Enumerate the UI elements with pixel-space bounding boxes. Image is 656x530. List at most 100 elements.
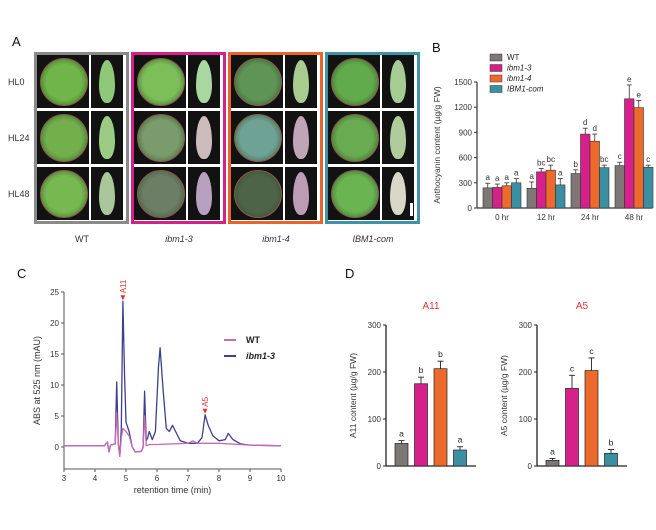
significance-letter: a — [558, 169, 563, 178]
leaf — [293, 60, 309, 103]
bar-wt — [482, 187, 493, 209]
rosette-photo — [231, 111, 283, 164]
bar-ibm1-com — [643, 166, 654, 209]
leaf — [293, 116, 309, 159]
bar-wt — [526, 187, 537, 209]
bar-ibm1-4 — [433, 368, 448, 467]
leaf-photo — [91, 111, 123, 164]
y-axis-label: Anthocyanin content (µg/g FW) — [432, 86, 442, 204]
bar-ibm1-3 — [414, 383, 428, 467]
legend-label: ibm1-3 — [246, 351, 275, 361]
trace-wt — [64, 412, 282, 457]
peak-label-a5: A5 — [201, 396, 210, 406]
row-divider — [134, 164, 223, 167]
y-tick-label: 5 — [55, 412, 60, 421]
significance-letter: d — [583, 118, 587, 127]
rosette-plant — [40, 114, 88, 162]
significance-letter: b — [574, 160, 579, 169]
legend-swatch-ibm1-4 — [489, 74, 503, 83]
peak-arrow-icon — [120, 295, 126, 301]
leaf-photo — [285, 111, 317, 164]
x-tick-label: 8 — [217, 474, 222, 483]
x-tick-label: 3 — [62, 474, 67, 483]
rosette-photo — [134, 111, 186, 164]
significance-letter: c — [589, 346, 594, 356]
x-tick-label: 12 hr — [537, 213, 556, 222]
legend-label: WT — [246, 335, 260, 345]
leaf-photo — [285, 55, 317, 108]
trace-ibm1-3 — [64, 300, 282, 457]
rosette-plant — [234, 114, 282, 162]
y-tick-label: 0 — [468, 204, 473, 213]
rosette-photo — [37, 167, 89, 220]
x-tick-label: 7 — [186, 474, 191, 483]
row-divider — [37, 164, 126, 167]
significance-letter: a — [514, 169, 519, 178]
y-tick-label: 600 — [459, 154, 473, 163]
y-tick-label: 0 — [528, 462, 533, 471]
y-tick-label: 300 — [368, 321, 382, 330]
legend-label: IBM1-com — [507, 85, 544, 94]
leaf — [99, 60, 115, 103]
row-divider — [231, 108, 320, 111]
y-tick-label: 300 — [459, 179, 473, 188]
rosette-plant — [137, 114, 185, 162]
bar-wt — [394, 443, 409, 467]
leaf-photo — [285, 167, 317, 220]
bar-ibm1-3 — [536, 171, 547, 209]
row-label-hl0: HL0 — [8, 77, 25, 87]
rosette-photo — [231, 167, 283, 220]
x-tick-label: 48 hr — [625, 213, 644, 222]
panel-label-b: B — [432, 40, 441, 55]
y-tick-label: 100 — [519, 415, 533, 424]
y-axis-label: A11 content (µg/g FW) — [348, 353, 358, 438]
y-tick-label: 1200 — [454, 103, 472, 112]
rosette-photo — [328, 167, 380, 220]
bar-ibm1-4 — [584, 370, 599, 467]
rosette-plant — [137, 58, 185, 106]
legend-label: WT — [507, 53, 520, 62]
significance-letter: c — [570, 363, 575, 373]
row-label-hl48: HL48 — [8, 189, 30, 199]
bar-ibm1-4 — [589, 140, 600, 209]
significance-letter: e — [637, 90, 642, 99]
genotype-label-wt: WT — [75, 234, 89, 244]
rosette-plant — [331, 114, 379, 162]
panel-label-a: A — [12, 34, 21, 49]
leaf-photo — [188, 167, 220, 220]
rosette-plant — [331, 58, 379, 106]
significance-letter: c — [646, 155, 650, 164]
legend-label: ibm1-4 — [507, 74, 532, 83]
significance-letter: b — [438, 349, 443, 359]
y-axis-label: ABS at 525 nm (mAU) — [32, 336, 42, 425]
leaf — [196, 116, 212, 159]
chart-hplc-chromatogram: 0 5 10 15 20 25 3 4 5 6 7 8 9 10 retention time (min) A… — [32, 279, 286, 495]
row-divider — [134, 108, 223, 111]
panel-label-c: C — [17, 266, 27, 281]
significance-letter: a — [530, 172, 535, 181]
bar-ibm1-4 — [633, 107, 644, 209]
bar-ibm1-3 — [580, 133, 591, 209]
chart-a5-content: A5 0 100 200 300 A5 content (µg/g FW) a c c b — [499, 301, 627, 471]
y-tick-label: 0 — [377, 462, 382, 471]
rosette-plant — [137, 170, 185, 218]
legend-swatch-ibm1-3 — [489, 64, 503, 72]
scale-bar — [410, 203, 413, 216]
chart-a11-content: A11 0 100 200 300 A11 content (µg/g FW) a b b a — [348, 301, 476, 471]
significance-letter: a — [399, 429, 404, 439]
bar-ibm1-4 — [545, 169, 556, 209]
legend-swatch-ibm1-com — [489, 85, 503, 93]
genotype-label-ibm1-com: IBM1-com — [352, 234, 394, 244]
leaf-photo — [382, 111, 414, 164]
y-tick-label: 100 — [368, 415, 382, 424]
peak-arrow-icon — [202, 408, 208, 414]
bar-ibm1-3 — [624, 98, 635, 209]
x-tick-label: 6 — [155, 474, 160, 483]
leaf-photo — [382, 167, 414, 220]
bar-ibm1-com — [604, 452, 618, 467]
y-tick-label: 200 — [368, 368, 382, 377]
rosette-photo — [37, 111, 89, 164]
rosette-plant — [234, 58, 282, 106]
significance-letter: a — [495, 174, 500, 183]
bar-ibm1-com — [555, 184, 566, 209]
